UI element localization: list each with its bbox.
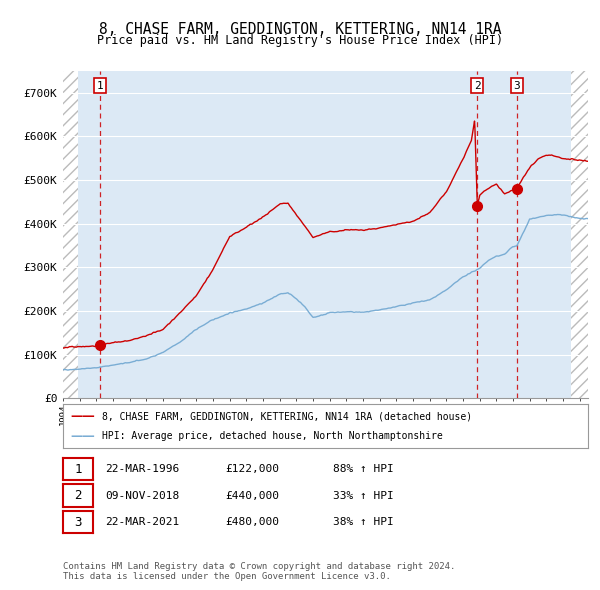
Text: ——: ——	[70, 430, 95, 442]
Bar	[571, 71, 588, 398]
Text: Contains HM Land Registry data © Crown copyright and database right 2024.: Contains HM Land Registry data © Crown c…	[63, 562, 455, 571]
Text: £122,000: £122,000	[225, 464, 279, 474]
Text: 8, CHASE FARM, GEDDINGTON, KETTERING, NN14 1RA (detached house): 8, CHASE FARM, GEDDINGTON, KETTERING, NN…	[102, 412, 472, 421]
Text: 3: 3	[74, 516, 82, 529]
Text: 88% ↑ HPI: 88% ↑ HPI	[333, 464, 394, 474]
Text: £480,000: £480,000	[225, 517, 279, 527]
Text: 8, CHASE FARM, GEDDINGTON, KETTERING, NN14 1RA: 8, CHASE FARM, GEDDINGTON, KETTERING, NN…	[99, 22, 501, 37]
Text: Price paid vs. HM Land Registry's House Price Index (HPI): Price paid vs. HM Land Registry's House …	[97, 34, 503, 47]
Text: 22-MAR-2021: 22-MAR-2021	[105, 517, 179, 527]
Text: 1: 1	[74, 463, 82, 476]
Bar	[63, 71, 78, 398]
Bar	[63, 71, 78, 398]
Text: 09-NOV-2018: 09-NOV-2018	[105, 491, 179, 500]
Text: 2: 2	[74, 489, 82, 502]
Text: £440,000: £440,000	[225, 491, 279, 500]
Text: 3: 3	[513, 81, 520, 90]
Text: 33% ↑ HPI: 33% ↑ HPI	[333, 491, 394, 500]
Text: This data is licensed under the Open Government Licence v3.0.: This data is licensed under the Open Gov…	[63, 572, 391, 581]
Bar	[571, 71, 588, 398]
Text: 1: 1	[97, 81, 103, 90]
Text: ——: ——	[70, 410, 95, 423]
Text: 22-MAR-1996: 22-MAR-1996	[105, 464, 179, 474]
Text: HPI: Average price, detached house, North Northamptonshire: HPI: Average price, detached house, Nort…	[102, 431, 443, 441]
Text: 38% ↑ HPI: 38% ↑ HPI	[333, 517, 394, 527]
Text: 2: 2	[474, 81, 481, 90]
